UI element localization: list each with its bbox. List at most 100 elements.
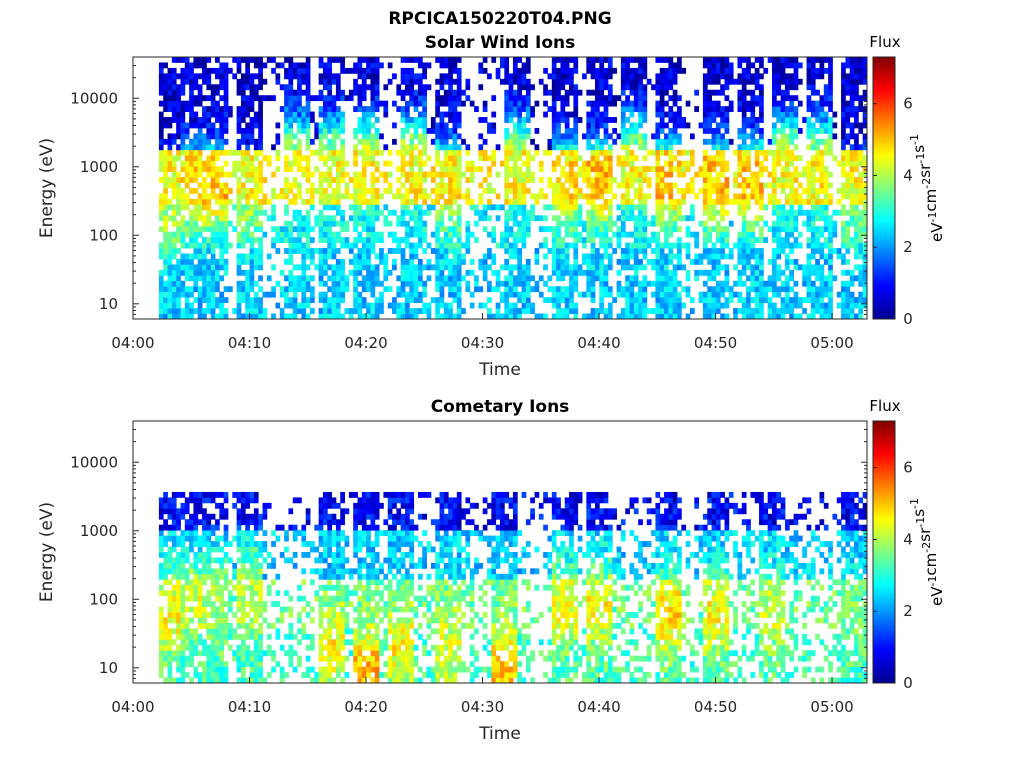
- heatmap-cell: [556, 177, 561, 183]
- heatmap-cell: [724, 286, 730, 293]
- heatmap-cell: [435, 280, 440, 287]
- heatmap-cell: [845, 226, 851, 233]
- heatmap-cell: [340, 209, 345, 216]
- heatmap-cell: [305, 242, 311, 249]
- heatmap-cell: [215, 215, 220, 222]
- heatmap-cell: [741, 149, 747, 156]
- heatmap-cell: [284, 297, 289, 304]
- heatmap-cell: [327, 111, 333, 118]
- heatmap-cell: [284, 313, 289, 320]
- heatmap-cell: [405, 275, 410, 282]
- heatmap-cell: [707, 78, 712, 85]
- heatmap-cell: [331, 149, 337, 156]
- heatmap-cell: [370, 62, 376, 69]
- heatmap-cell: [780, 297, 786, 304]
- heatmap-cell: [823, 198, 829, 205]
- heatmap-cell: [400, 73, 406, 80]
- heatmap-cell: [253, 117, 259, 123]
- heatmap-cell: [823, 237, 829, 243]
- heatmap-cell: [400, 95, 406, 102]
- heatmap-cell: [305, 248, 311, 254]
- heatmap-cell: [374, 127, 380, 134]
- heatmap-cell: [659, 253, 665, 260]
- heatmap-cell: [284, 193, 289, 200]
- heatmap-cell: [629, 177, 635, 183]
- heatmap-cell: [435, 220, 440, 227]
- heatmap-cell: [512, 133, 518, 140]
- heatmap-cell: [370, 171, 376, 178]
- heatmap-cell: [664, 302, 669, 309]
- heatmap-cell: [754, 248, 760, 254]
- heatmap-cell: [720, 253, 725, 260]
- heatmap-cell: [780, 149, 786, 156]
- heatmap-cell: [318, 275, 324, 282]
- heatmap-cell: [258, 67, 263, 74]
- heatmap-cell: [206, 160, 212, 167]
- heatmap-cell: [305, 302, 311, 309]
- heatmap-cell: [841, 231, 846, 238]
- heatmap-cell: [655, 100, 661, 107]
- heatmap-cell: [607, 89, 613, 96]
- heatmap-cell: [707, 308, 712, 314]
- heatmap-cell: [452, 144, 458, 151]
- heatmap-cell: [629, 149, 635, 156]
- heatmap-cell: [405, 226, 410, 233]
- heatmap-cell: [430, 264, 436, 271]
- heatmap-cell: [849, 166, 855, 173]
- heatmap-cell: [245, 144, 250, 151]
- heatmap-cell: [832, 248, 838, 254]
- heatmap-cell: [715, 67, 721, 74]
- heatmap-cell: [512, 220, 518, 227]
- heatmap-cell: [819, 275, 825, 282]
- heatmap-cell: [819, 149, 825, 156]
- heatmap-cell: [158, 215, 164, 222]
- heatmap-cell: [841, 100, 846, 107]
- heatmap-cell: [789, 133, 794, 140]
- heatmap-cell: [456, 297, 462, 304]
- heatmap-cell: [487, 204, 492, 211]
- heatmap-cell: [819, 209, 825, 216]
- heatmap-cell: [858, 62, 864, 69]
- heatmap-cell: [530, 209, 535, 216]
- heatmap-cell: [750, 275, 756, 282]
- heatmap-cell: [720, 291, 725, 298]
- heatmap-cell: [784, 258, 790, 265]
- heatmap-cell: [560, 313, 566, 320]
- heatmap-cell: [426, 193, 432, 200]
- heatmap-cell: [387, 62, 393, 69]
- heatmap-cell: [711, 215, 717, 222]
- heatmap-cell: [616, 242, 622, 249]
- heatmap-cell: [202, 280, 207, 287]
- heatmap-cell: [305, 100, 311, 107]
- heatmap-cell: [599, 280, 605, 287]
- heatmap-cell: [793, 73, 799, 80]
- heatmap-cell: [158, 280, 164, 287]
- heatmap-cell: [815, 302, 820, 309]
- heatmap-cell: [171, 193, 177, 200]
- heatmap-cell: [223, 100, 229, 107]
- heatmap-cell: [335, 280, 341, 287]
- heatmap-cell: [819, 127, 825, 134]
- heatmap-cell: [638, 220, 643, 227]
- heatmap-cell: [417, 138, 423, 145]
- heatmap-cell: [845, 302, 851, 309]
- heatmap-cell: [711, 78, 717, 85]
- heatmap-cell: [504, 57, 510, 63]
- heatmap-cell: [409, 275, 415, 282]
- heatmap-cell: [815, 57, 820, 63]
- heatmap-cell: [741, 67, 747, 74]
- heatmap-cell: [677, 67, 682, 74]
- heatmap-cell: [629, 275, 635, 282]
- heatmap-cell: [357, 209, 363, 216]
- heatmap-cell: [556, 155, 561, 162]
- heatmap-cell: [815, 160, 820, 167]
- heatmap-cell: [353, 106, 358, 112]
- heatmap-cell: [482, 155, 488, 162]
- heatmap-cell: [413, 308, 419, 314]
- heatmap-cell: [854, 209, 859, 216]
- heatmap-cell: [491, 237, 497, 243]
- heatmap-cell: [206, 215, 212, 222]
- heatmap-cell: [245, 133, 250, 140]
- heatmap-cell: [711, 57, 717, 63]
- heatmap-cell: [374, 297, 380, 304]
